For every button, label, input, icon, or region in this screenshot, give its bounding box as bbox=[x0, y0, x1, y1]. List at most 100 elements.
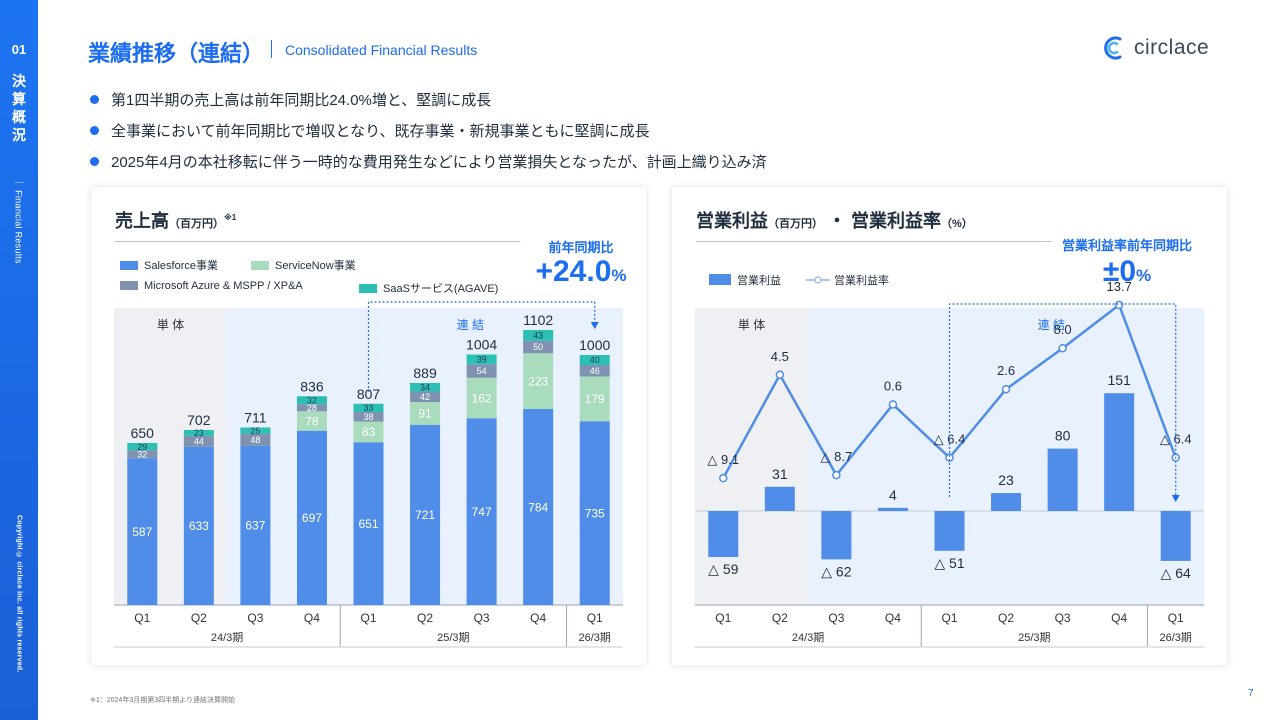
op-margin-point bbox=[1001, 384, 1011, 394]
total-label: 836 bbox=[300, 378, 324, 394]
segment-label: 162 bbox=[472, 391, 492, 405]
op-bar bbox=[708, 511, 739, 558]
bar-segment bbox=[579, 376, 610, 422]
op-margin-point bbox=[775, 370, 785, 380]
op-bar-label: 151 bbox=[1107, 372, 1131, 388]
segment-label: 28 bbox=[307, 403, 317, 413]
revenue-title: 売上高（百万円）※1 bbox=[115, 211, 237, 231]
bullet-dot bbox=[90, 95, 99, 104]
title-rule bbox=[115, 241, 520, 242]
bar-segment bbox=[523, 330, 554, 341]
segment-label: 747 bbox=[472, 505, 492, 519]
bar-segment bbox=[296, 430, 327, 605]
total-label: 650 bbox=[131, 425, 155, 441]
summary-bullet: 2025年4月の本社移転に伴う一時的な費用発生などにより営業損失となったが、計画… bbox=[90, 151, 767, 172]
x-tick-label: Q1 bbox=[587, 611, 603, 625]
legend-swatch bbox=[359, 284, 377, 293]
section-sidebar: 01 決算概況 ｜ Financial Results Copyright © … bbox=[0, 0, 38, 720]
page-title: 業績推移（連結） bbox=[88, 41, 265, 66]
yoy-bracket bbox=[367, 301, 596, 392]
op-bar-label: △ 62 bbox=[821, 563, 851, 579]
period-label: 26/3期 bbox=[1160, 631, 1192, 644]
segment-label: 784 bbox=[528, 500, 548, 514]
segment-label: 633 bbox=[189, 519, 209, 533]
segment-label: 735 bbox=[585, 506, 605, 520]
bar-segment bbox=[296, 396, 327, 405]
segment-label: 721 bbox=[415, 508, 435, 522]
op-bar-label: △ 51 bbox=[934, 555, 964, 571]
bar-segment bbox=[579, 355, 610, 365]
x-tick-label: Q2 bbox=[191, 611, 207, 625]
operating-profit-card: 営業利益（百万円） ・ 営業利益率（%） 営業利益率前年同期比 ±0% 営業利益… bbox=[672, 187, 1227, 665]
op-yoy-value: ±0% bbox=[1102, 255, 1152, 288]
op-bar-label: 80 bbox=[1055, 428, 1071, 444]
total-label: 702 bbox=[187, 412, 211, 428]
bullet-dot bbox=[90, 126, 99, 135]
x-tick-label: Q2 bbox=[417, 611, 433, 625]
x-tick-label: Q3 bbox=[247, 611, 263, 625]
x-tick-label: Q1 bbox=[715, 611, 731, 625]
segment-label: 651 bbox=[358, 517, 378, 531]
x-tick-label: Q4 bbox=[530, 611, 546, 625]
bar-segment bbox=[579, 421, 610, 605]
segment-label: 91 bbox=[418, 407, 432, 421]
x-tick-label: Q4 bbox=[885, 611, 901, 625]
op-bar-label: 31 bbox=[772, 466, 788, 482]
summary-bullet: 第1四半期の売上高は前年同期比24.0%増と、堅調に成長 bbox=[90, 89, 491, 110]
period-label: 26/3期 bbox=[579, 631, 611, 644]
operating-profit-chart: 単 体 連 結 Q1 Q2 Q3 Q4 Q1 Q2 Q3 Q4 Q1 24/3期 25/3期 26/3期 △… bbox=[695, 279, 1204, 648]
bar-segment bbox=[353, 442, 384, 605]
bar-segment bbox=[127, 450, 158, 459]
segment-label: 54 bbox=[477, 366, 487, 376]
legend-op-bar: 営業利益 bbox=[709, 272, 781, 288]
standalone-label: 単 体 bbox=[157, 318, 184, 332]
segment-label: 223 bbox=[528, 374, 548, 388]
op-bar bbox=[764, 486, 795, 511]
x-tick-label: Q1 bbox=[941, 611, 957, 625]
page-number: 7 bbox=[1248, 688, 1254, 699]
bar-segment bbox=[579, 365, 610, 377]
op-margin-label: 4.5 bbox=[771, 349, 789, 364]
segment-label: 25 bbox=[250, 426, 260, 436]
bar-segment bbox=[410, 383, 441, 392]
legend-swatch bbox=[709, 274, 731, 285]
legend-swatch bbox=[120, 281, 138, 290]
op-bar bbox=[1104, 393, 1135, 511]
op-margin-point bbox=[945, 453, 954, 462]
segment-label: 40 bbox=[590, 355, 600, 365]
bar-segment bbox=[466, 418, 497, 605]
bar-segment bbox=[523, 353, 554, 409]
circlace-logo-icon bbox=[1104, 36, 1122, 60]
standalone-label: 単 体 bbox=[738, 318, 765, 332]
segment-label: 46 bbox=[590, 366, 600, 376]
op-bar-label: 4 bbox=[889, 487, 897, 503]
bar-segment bbox=[183, 435, 214, 447]
op-margin-label: △ 6.4 bbox=[1160, 432, 1192, 447]
x-tick-label: Q1 bbox=[134, 611, 150, 625]
legend-line-icon bbox=[806, 276, 830, 284]
segment-label: 697 bbox=[302, 511, 322, 525]
bar-segment bbox=[127, 443, 158, 451]
bar-segment bbox=[523, 409, 554, 605]
legend-saas: SaaSサービス(AGAVE) bbox=[359, 280, 498, 296]
segment-label: 42 bbox=[420, 392, 430, 402]
bar-segment bbox=[183, 430, 214, 436]
x-tick-label: Q2 bbox=[998, 611, 1014, 625]
section-title: 決算概況 bbox=[12, 73, 26, 143]
bar-segment bbox=[127, 458, 158, 605]
op-title: 営業利益（百万円） ・ 営業利益率（%） bbox=[696, 211, 973, 231]
segment-label: 23 bbox=[194, 428, 204, 438]
legend-salesforce: Salesforce事業 bbox=[120, 257, 218, 273]
segment-label: 29 bbox=[137, 442, 147, 452]
bar-segment bbox=[523, 340, 554, 354]
revenue-yoy-label: 前年同期比 bbox=[548, 240, 614, 255]
segment-label: 43 bbox=[533, 331, 543, 341]
yoy-bracket bbox=[948, 303, 1177, 497]
title-divider bbox=[271, 40, 272, 58]
revenue-card: 売上高（百万円）※1 前年同期比 +24.0% Salesforce事業 Ser… bbox=[91, 187, 646, 665]
period-label: 24/3期 bbox=[792, 631, 824, 644]
segment-label: 48 bbox=[250, 435, 260, 445]
segment-label: 587 bbox=[132, 525, 152, 539]
legend-azure: Microsoft Azure & MSPP / XP&A bbox=[120, 280, 303, 292]
yoy-arrow-icon bbox=[590, 322, 599, 329]
